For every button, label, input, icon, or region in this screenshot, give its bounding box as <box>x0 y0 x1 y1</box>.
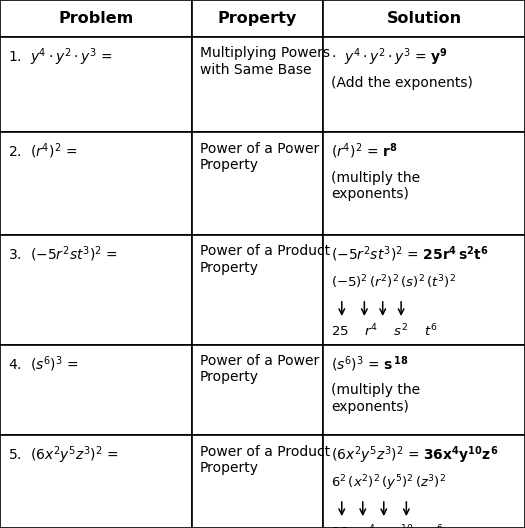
Text: $(-5r^2st^3)^2$ = $\mathbf{25r^4\,s^2t^6}$: $(-5r^2st^3)^2$ = $\mathbf{25r^4\,s^2t^6… <box>331 244 489 264</box>
Text: 5.  $(6x^2y^5z^3)^2$ =: 5. $(6x^2y^5z^3)^2$ = <box>8 445 119 466</box>
Text: 2.  $(r^4)^2$ =: 2. $(r^4)^2$ = <box>8 142 78 161</box>
Text: Power of a Product
Property: Power of a Product Property <box>200 244 330 275</box>
Bar <box>0 37 192 132</box>
Text: Power of a Power
Property: Power of a Power Property <box>200 142 319 172</box>
Text: $(6x^2y^5z^3)^2$ = $\mathbf{36x^4y^{10}z^6}$: $(6x^2y^5z^3)^2$ = $\mathbf{36x^4y^{10}z… <box>331 445 499 466</box>
Bar <box>323 132 525 235</box>
Bar <box>323 37 525 132</box>
Text: Power of a Product
Property: Power of a Product Property <box>200 445 330 475</box>
Text: 1.  $y^4 \cdot y^2 \cdot y^3$ =: 1. $y^4 \cdot y^2 \cdot y^3$ = <box>8 46 113 68</box>
Bar <box>0 435 192 528</box>
Bar <box>323 235 525 345</box>
Text: (Add the exponents): (Add the exponents) <box>331 76 473 90</box>
Text: 4.  $(s^6)^3$ =: 4. $(s^6)^3$ = <box>8 354 79 374</box>
Bar <box>323 0 525 37</box>
Bar <box>0 345 192 435</box>
Text: 36   $x^4$    $y^{10}$    $z^6$: 36 $x^4$ $y^{10}$ $z^6$ <box>331 523 445 528</box>
Text: Power of a Power
Property: Power of a Power Property <box>200 354 319 384</box>
Text: $(s^6)^3$ = $\mathbf{s^{\,18}}$: $(s^6)^3$ = $\mathbf{s^{\,18}}$ <box>331 354 408 374</box>
Text: (multiply the
exponents): (multiply the exponents) <box>331 383 421 413</box>
Bar <box>192 132 323 235</box>
Bar <box>0 132 192 235</box>
Text: (multiply the
exponents): (multiply the exponents) <box>331 171 421 201</box>
Bar <box>0 0 192 37</box>
Bar <box>192 435 323 528</box>
Bar <box>192 37 323 132</box>
Bar <box>192 235 323 345</box>
Bar <box>323 345 525 435</box>
Text: Property: Property <box>218 11 297 26</box>
Bar <box>323 435 525 528</box>
Text: 3.  $(-5r^2st^3)^2$ =: 3. $(-5r^2st^3)^2$ = <box>8 244 118 264</box>
Text: 25    $r^4$    $s^2$    $t^6$: 25 $r^4$ $s^2$ $t^6$ <box>331 323 438 340</box>
Text: Solution: Solution <box>386 11 461 26</box>
Text: Problem: Problem <box>58 11 133 26</box>
Text: $\cdot$  $y^4 \cdot y^2 \cdot y^3$ = $\mathbf{y^9}$: $\cdot$ $y^4 \cdot y^2 \cdot y^3$ = $\ma… <box>331 46 448 68</box>
Bar <box>192 345 323 435</box>
Text: $6^2\,(x^2)^2\,(y^5)^2\,(z^3)^2$: $6^2\,(x^2)^2\,(y^5)^2\,(z^3)^2$ <box>331 474 446 493</box>
Bar <box>0 235 192 345</box>
Bar <box>192 0 323 37</box>
Text: Multiplying Powers
with Same Base: Multiplying Powers with Same Base <box>200 46 330 77</box>
Text: $(r^4)^2$ = $\mathbf{r^8}$: $(r^4)^2$ = $\mathbf{r^8}$ <box>331 142 397 161</box>
Text: $(-5)^2\,(r^2)^2\,(s)^2\,(t^3)^2$: $(-5)^2\,(r^2)^2\,(s)^2\,(t^3)^2$ <box>331 274 456 291</box>
